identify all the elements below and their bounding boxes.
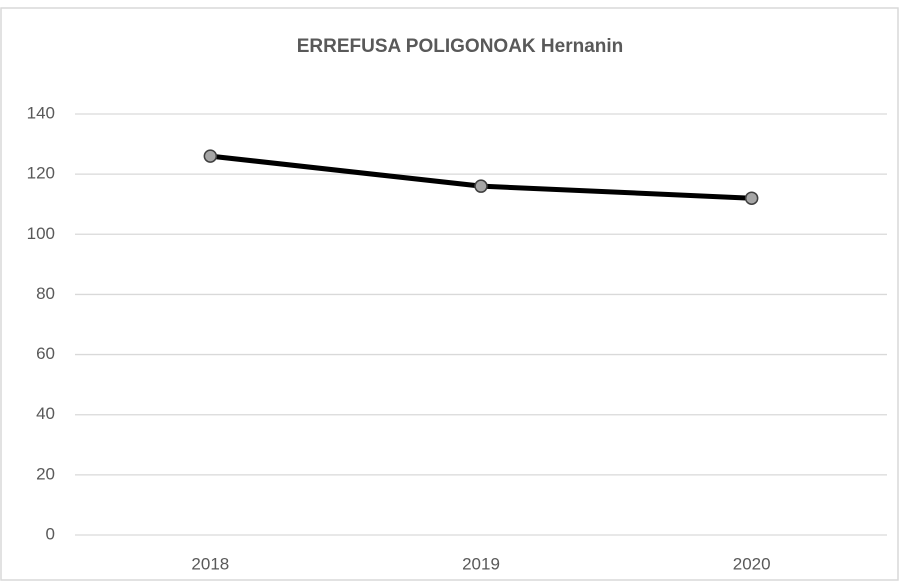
x-tick-label: 2020	[733, 554, 771, 573]
marker	[744, 191, 759, 205]
y-tick-label: 120	[27, 164, 55, 183]
y-tick-label: 80	[36, 284, 55, 303]
y-tick-label: 60	[36, 344, 55, 363]
chart-title: ERREFUSA POLIGONOAK Hernanin	[297, 36, 624, 57]
y-tick-label: 100	[27, 224, 55, 243]
y-tick-label: 40	[36, 404, 55, 423]
x-tick-label: 2018	[191, 554, 229, 573]
y-tick-label: 140	[27, 103, 55, 122]
x-tick-label: 2019	[462, 554, 500, 573]
marker	[203, 149, 218, 163]
y-tick-label: 0	[46, 524, 55, 543]
marker	[474, 179, 488, 193]
y-tick-label: 20	[36, 464, 55, 483]
